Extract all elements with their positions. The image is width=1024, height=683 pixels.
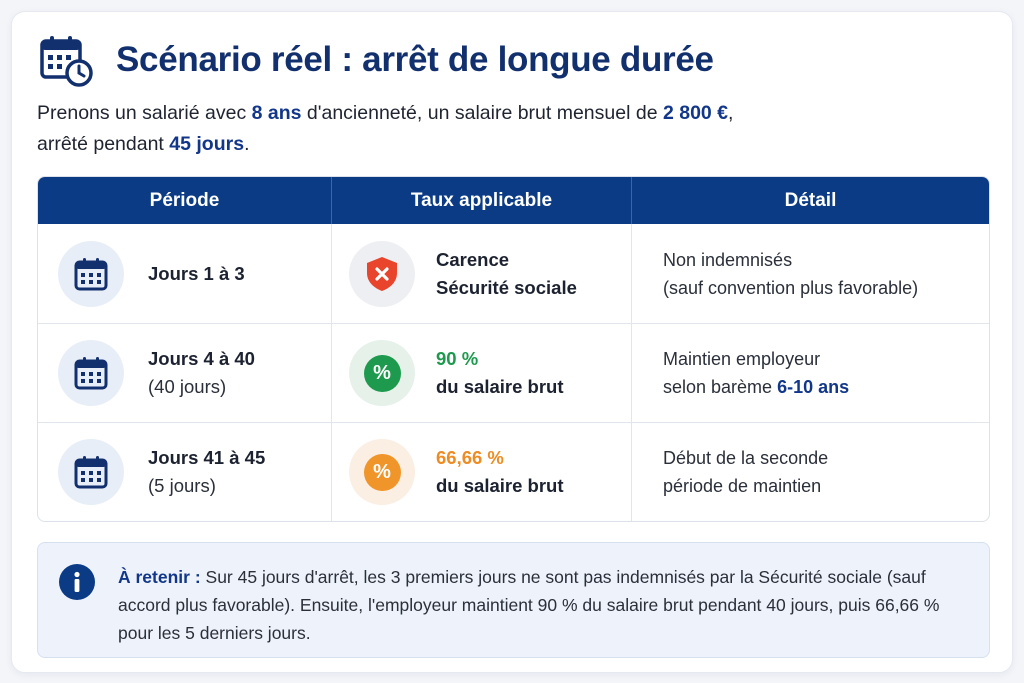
rate-main: 90 % [436,348,479,369]
rate-cell: % 90 % du salaire brut [332,324,632,422]
rate-cell: % 66,66 % du salaire brut [332,423,632,521]
period-icon-circle [58,240,124,307]
detail-line-1: Début de la seconde [663,448,829,468]
duration-value: 45 jours [169,133,245,155]
percent-icon: % [363,453,401,491]
detail-cell: Non indemnisés (sauf convention plus fav… [632,224,989,323]
rate-main: Carence [436,248,510,270]
header-period: Période [38,177,332,224]
scenario-table: Période Taux applicable Détail [37,176,990,522]
takeaway-lead: À retenir : [118,567,201,587]
percent-icon: % [363,354,401,392]
rate-sub: du salaire brut [436,376,564,397]
detail-line-2: période de maintien [663,476,822,496]
intro-text: Prenons un salarié avec 8 ans d'ancienne… [37,102,734,155]
table-row: Jours 41 à 45 (5 jours) % 66,66 % du sal… [38,422,989,521]
table-header: Période Taux applicable Détail [38,177,989,224]
calendar-icon [74,456,108,489]
seniority-value: 8 ans [251,102,302,124]
period-cell: Jours 1 à 3 [38,224,332,323]
info-icon [59,564,95,600]
detail-line-1: Non indemnisés [663,249,793,270]
header: Scénario réel : arrêt de longue durée [38,32,714,88]
salary-value: 2 800 € [662,102,729,124]
header-detail: Détail [784,189,837,211]
period-sub: (40 jours) [148,376,227,397]
calendar-icon [74,257,108,290]
calendar-clock-icon [40,36,93,87]
table-row: Jours 4 à 40 (40 jours) % 90 % du salair… [38,323,989,422]
rate-sub: du salaire brut [436,475,564,496]
period-cell: Jours 4 à 40 (40 jours) [38,324,332,422]
rate-cell: Carence Sécurité sociale [332,224,632,323]
period-main: Jours 1 à 3 [148,262,245,284]
detail-line-2: (sauf convention plus favorable) [663,277,919,298]
key-takeaway-box: À retenir : Sur 45 jours d'arrêt, les 3 … [37,542,990,658]
detail-cell: Début de la seconde période de maintien [632,423,989,521]
period-main: Jours 41 à 45 [148,447,266,468]
table-row: Jours 1 à 3 Carence Sécurité sociale Non [38,224,989,323]
detail-cell: Maintien employeur selon barème 6-10 ans [632,324,989,422]
rate-main: 66,66 % [436,447,504,468]
detail-line-2: selon barème 6-10 ans [663,377,850,397]
period-cell: Jours 41 à 45 (5 jours) [38,423,332,521]
header-rate: Taux applicable [332,177,632,224]
rate-sub: Sécurité sociale [436,276,577,298]
period-sub: (5 jours) [148,475,216,496]
calendar-icon [74,357,108,390]
takeaway-text: À retenir : Sur 45 jours d'arrêt, les 3 … [118,567,940,643]
page-title: Scénario réel : arrêt de longue durée [116,40,714,79]
detail-highlight: 6-10 ans [777,377,850,397]
period-main: Jours 4 à 40 [148,348,255,369]
detail-line-1: Maintien employeur [663,349,821,369]
shield-x-icon [367,256,397,291]
scenario-card: Scénario réel : arrêt de longue durée Pr… [11,11,1013,673]
